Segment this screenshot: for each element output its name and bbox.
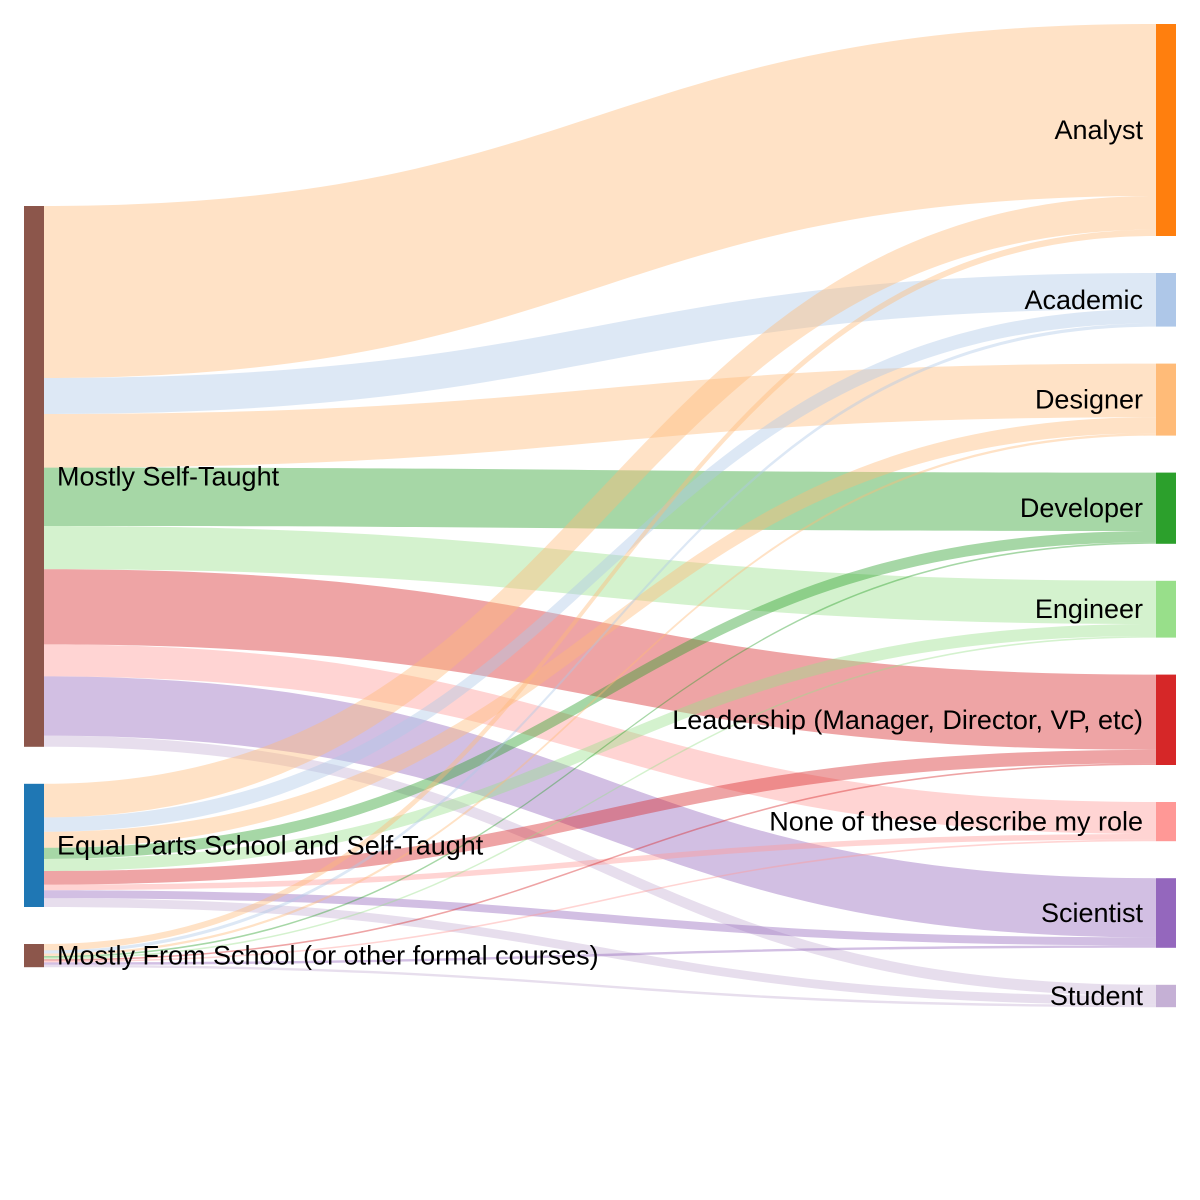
node-label-academic: Academic [1024,285,1143,315]
link-school-to-engineer[interactable] [44,636,1156,960]
link-school-to-scientist[interactable] [44,945,1156,965]
node-label-analyst: Analyst [1054,115,1143,145]
labels-layer: Mostly Self-Taught Equal Parts School and… [57,115,1143,1011]
node-leadership[interactable] [1156,674,1176,765]
node-label-equal: Equal Parts School and Self-Taught [57,830,484,860]
nodes-layer [24,24,1176,1008]
link-equal-to-analyst[interactable] [44,196,1156,818]
link-equal-to-leadership[interactable] [44,749,1156,885]
link-school-to-analyst[interactable] [44,229,1156,951]
link-school-to-none[interactable] [44,839,1156,963]
link-self-to-developer[interactable] [44,467,1156,531]
node-equal[interactable] [24,783,44,907]
node-label-none: None of these describe my role [769,807,1143,837]
node-label-designer: Designer [1035,385,1143,415]
node-designer[interactable] [1156,363,1176,436]
node-label-school: Mostly From School (or other formal cour… [57,941,599,971]
node-scientist[interactable] [1156,878,1176,948]
node-student[interactable] [1156,984,1176,1008]
link-self-to-analyst[interactable] [44,24,1156,378]
link-school-to-academic[interactable] [44,323,1156,954]
node-analyst[interactable] [1156,24,1176,236]
node-self[interactable] [24,206,44,747]
node-label-engineer: Engineer [1035,594,1143,624]
link-self-to-scientist[interactable] [44,676,1156,938]
link-self-to-engineer[interactable] [44,526,1156,624]
links-layer [44,24,1156,1008]
link-equal-to-designer[interactable] [44,417,1156,848]
node-label-student: Student [1050,981,1144,1011]
link-equal-to-none[interactable] [44,834,1156,891]
link-equal-to-scientist[interactable] [44,890,1156,946]
node-label-scientist: Scientist [1041,898,1144,928]
link-equal-to-academic[interactable] [44,309,1156,832]
link-self-to-academic[interactable] [44,273,1156,414]
node-academic[interactable] [1156,273,1176,327]
node-school[interactable] [24,944,44,968]
link-equal-to-developer[interactable] [44,531,1156,859]
link-self-to-leadership[interactable] [44,569,1156,750]
node-engineer[interactable] [1156,580,1176,638]
link-equal-to-engineer[interactable] [44,624,1156,871]
node-developer[interactable] [1156,472,1176,544]
link-school-to-developer[interactable] [44,542,1156,958]
node-none[interactable] [1156,802,1176,842]
node-label-leadership: Leadership (Manager, Director, VP, etc) [672,705,1143,735]
link-school-to-designer[interactable] [44,433,1156,956]
link-equal-to-student[interactable] [44,898,1156,1005]
link-school-to-leadership[interactable] [44,763,1156,961]
node-label-self: Mostly Self-Taught [57,461,280,491]
node-label-developer: Developer [1020,493,1143,523]
link-self-to-none[interactable] [44,644,1156,834]
link-self-to-designer[interactable] [44,363,1156,468]
link-self-to-student[interactable] [44,735,1156,996]
link-school-to-student[interactable] [44,964,1156,1008]
